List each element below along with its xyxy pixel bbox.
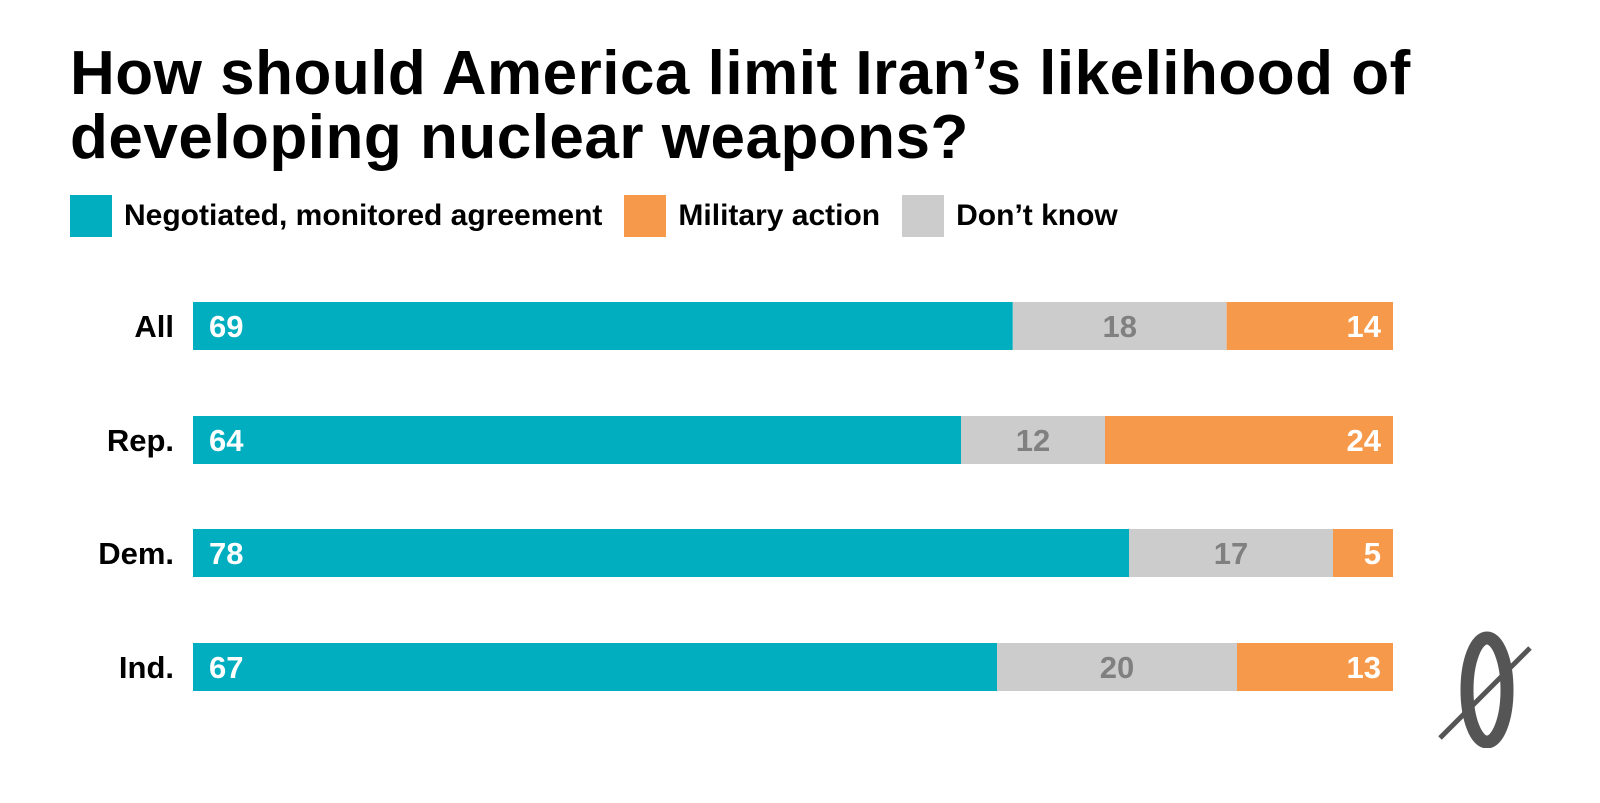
data-label-negotiated-monitored-agreement-rep: 64 <box>209 423 244 458</box>
data-label-military-action-all: 14 <box>1347 309 1382 344</box>
bar-don-t-know-all <box>1012 302 1227 350</box>
bar-military-action-ind <box>1237 643 1393 691</box>
data-label-negotiated-monitored-agreement-all: 69 <box>209 309 243 344</box>
bar-military-action-rep <box>1105 416 1393 464</box>
bar-negotiated-monitored-agreement-ind <box>193 643 997 691</box>
category-label-ind: Ind. <box>119 650 174 685</box>
bar-military-action-all <box>1226 302 1393 350</box>
bar-don-t-know-dem <box>1129 529 1333 577</box>
data-label-don-t-know-ind: 20 <box>1100 650 1134 685</box>
bar-don-t-know-rep <box>961 416 1105 464</box>
data-label-negotiated-monitored-agreement-dem: 78 <box>209 536 243 571</box>
legend-item-military: Military action <box>624 195 880 237</box>
legend-item-dont-know: Don’t know <box>902 195 1118 237</box>
chart-title: How should America limit Iran’s likeliho… <box>70 39 1411 172</box>
legend-item-negotiated: Negotiated, monitored agreement <box>70 195 602 237</box>
legend-swatch-negotiated <box>70 195 112 237</box>
data-label-negotiated-monitored-agreement-ind: 67 <box>209 650 243 685</box>
legend-label-dont-know: Don’t know <box>956 199 1118 232</box>
legend-swatch-military <box>624 195 667 237</box>
legend-swatch-dont-know <box>902 195 945 237</box>
bar-negotiated-monitored-agreement-all <box>193 302 1013 350</box>
data-label-military-action-ind: 13 <box>1347 650 1381 685</box>
bar-negotiated-monitored-agreement-dem <box>193 529 1129 577</box>
data-label-don-t-know-rep: 12 <box>1016 423 1050 458</box>
data-label-don-t-know-dem: 17 <box>1214 536 1248 571</box>
category-label-dem: Dem. <box>98 536 174 571</box>
category-label-rep: Rep. <box>107 423 174 458</box>
legend-label-military: Military action <box>678 199 881 232</box>
legend: Negotiated, monitored agreement Military… <box>70 194 1140 238</box>
bar-don-t-know-ind <box>997 643 1237 691</box>
zero-slash-logo-icon <box>1438 631 1532 748</box>
data-label-military-action-dem: 5 <box>1364 536 1381 571</box>
data-label-don-t-know-all: 18 <box>1102 309 1136 344</box>
bar-military-action-dem <box>1333 529 1393 577</box>
data-label-military-action-rep: 24 <box>1347 423 1382 458</box>
category-label-all: All <box>134 309 174 344</box>
bar-negotiated-monitored-agreement-rep <box>193 416 961 464</box>
legend-label-negotiated: Negotiated, monitored agreement <box>124 199 603 232</box>
